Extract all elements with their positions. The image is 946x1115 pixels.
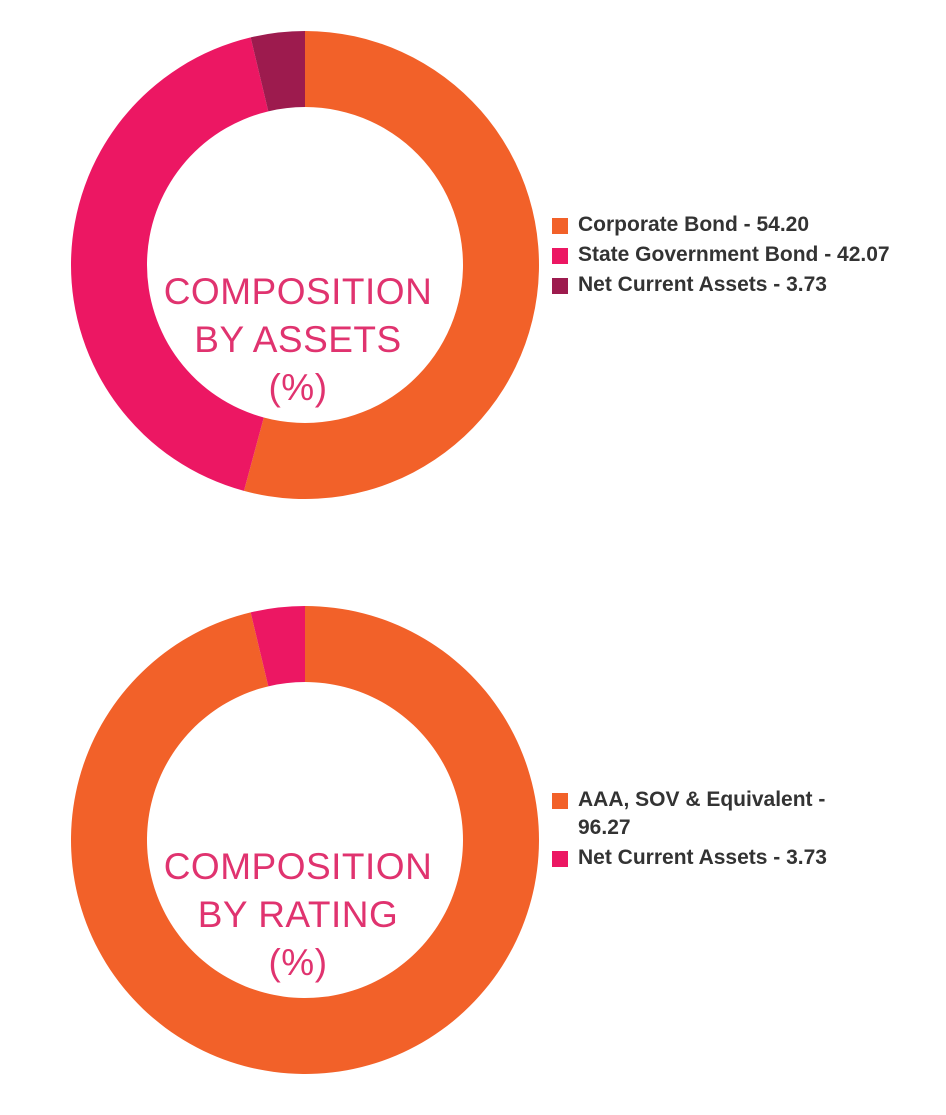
assets-title-line-3: (%) <box>268 367 328 408</box>
legend-swatch-net-current-assets-rating <box>552 851 568 867</box>
assets-title-line-2: BY ASSETS <box>194 319 402 360</box>
legend-label-aaa-sov-equivalent: AAA, SOV & Equivalent - 96.27 <box>578 788 826 839</box>
assets-title-line-1: COMPOSITION <box>163 271 433 312</box>
assets-legend: Corporate Bond - 54.20 State Government … <box>552 211 932 301</box>
legend-label-state-government-bond: State Government Bond - 42.07 <box>578 243 890 266</box>
legend-swatch-corporate-bond <box>552 218 568 234</box>
composition-by-assets-chart: COMPOSITION BY ASSETS (%) Corporate Bond… <box>0 20 946 520</box>
donut-slice-net-current-assets <box>250 31 305 112</box>
rating-donut <box>71 606 540 1074</box>
rating-title-line-1: COMPOSITION <box>163 846 433 887</box>
legend-item-corporate-bond: Corporate Bond - 54.20 <box>552 211 932 239</box>
composition-by-rating-chart: COMPOSITION BY RATING (%) AAA, SOV & Equ… <box>0 595 946 1095</box>
donut-slice-aaa-sov-equivalent <box>71 606 540 1074</box>
donut-slice-state-government-bond <box>71 37 269 491</box>
rating-title-line-3: (%) <box>268 942 328 983</box>
rating-title-line-2: BY RATING <box>197 894 399 935</box>
legend-item-state-government-bond: State Government Bond - 42.07 <box>552 241 932 269</box>
legend-swatch-state-government-bond <box>552 248 568 264</box>
legend-label-net-current-assets-rating: Net Current Assets - 3.73 <box>578 846 827 869</box>
legend-label-net-current-assets: Net Current Assets - 3.73 <box>578 273 827 296</box>
assets-center-title: COMPOSITION BY ASSETS (%) <box>130 268 466 412</box>
donut-slice-corporate-bond <box>243 31 540 499</box>
donut-slice-net-current-assets <box>250 606 305 687</box>
assets-donut <box>71 31 540 499</box>
legend-item-aaa-sov-equivalent: AAA, SOV & Equivalent - 96.27 <box>552 786 878 842</box>
rating-legend: AAA, SOV & Equivalent - 96.27 Net Curren… <box>552 786 932 874</box>
legend-swatch-aaa-sov-equivalent <box>552 793 568 809</box>
legend-label-corporate-bond: Corporate Bond - 54.20 <box>578 213 810 236</box>
legend-item-net-current-assets-rating: Net Current Assets - 3.73 <box>552 844 932 872</box>
rating-center-title: COMPOSITION BY RATING (%) <box>130 843 466 987</box>
legend-item-net-current-assets: Net Current Assets - 3.73 <box>552 271 932 299</box>
legend-swatch-net-current-assets <box>552 278 568 294</box>
